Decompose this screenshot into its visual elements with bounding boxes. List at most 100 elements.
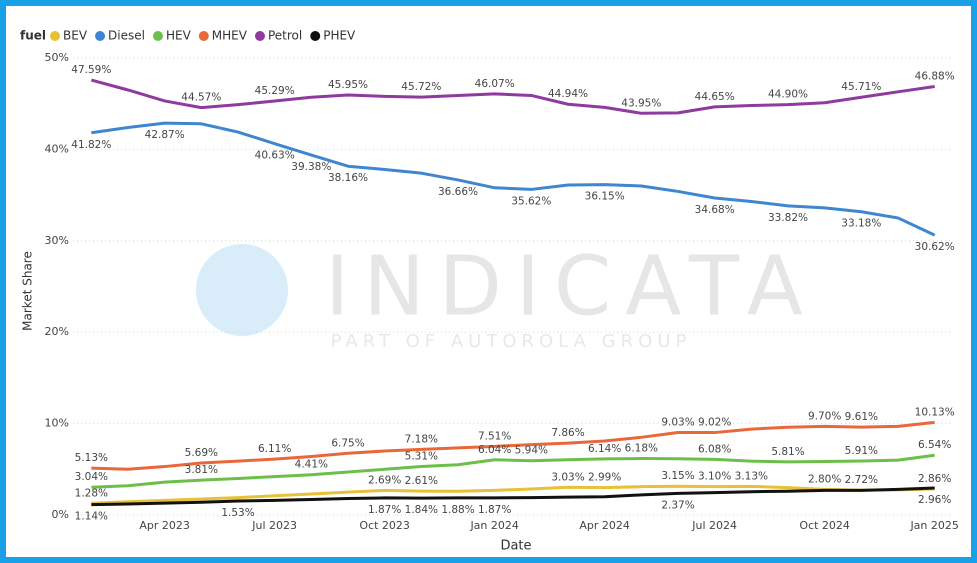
data-label: 5.94% [515,445,548,457]
data-label: 1.28% [75,487,108,499]
data-label: 44.94% [548,88,588,100]
data-label: 38.16% [328,172,368,184]
y-tick-label: 0% [52,508,69,521]
x-tick-label: Apr 2024 [579,519,630,532]
data-label: 1.14% [75,511,108,523]
data-label: 44.90% [768,89,808,101]
legend-label: HEV [166,29,192,43]
data-label: 35.62% [511,195,551,207]
data-label: 33.18% [841,218,881,230]
legend-marker [50,31,60,41]
data-label: 36.15% [585,191,625,203]
x-tick-label: Oct 2024 [799,519,850,532]
data-label: 3.15% [661,470,694,482]
legend-marker [95,31,106,41]
data-label: 3.13% [735,470,768,482]
data-label: 6.11% [258,443,291,455]
y-tick-label: 20% [45,325,69,338]
data-label: 2.37% [661,499,694,511]
y-tick-label: 40% [45,142,69,155]
data-label: 2.69% [368,474,401,486]
data-label: 5.69% [185,447,218,459]
data-label: 6.14% [588,443,621,455]
data-label: 42.87% [145,129,185,141]
data-label: 45.95% [328,79,368,91]
data-label: 6.18% [625,443,658,455]
data-label: 2.99% [588,472,621,484]
data-label: 40.63% [255,150,295,162]
data-label: 39.38% [291,161,331,173]
series-line [90,78,935,115]
data-label: 46.88% [915,71,955,83]
data-label: 5.31% [405,450,438,462]
legend-marker [152,31,163,41]
data-label: 45.29% [255,85,295,97]
legend-label: Diesel [108,29,145,43]
legend-label: MHEV [212,29,248,43]
data-label: 6.54% [918,439,951,451]
data-label: 3.81% [185,464,218,476]
data-label: 41.82% [71,139,111,151]
data-label: 45.71% [841,81,881,93]
data-label: 5.81% [771,446,804,458]
chart: fuel INDICATA PART OF AUTOROLA GROUP Dat… [20,29,959,554]
legend-marker [254,31,265,41]
data-label: 2.80% [808,473,841,485]
data-label: 45.72% [401,81,441,93]
y-tick-label: 10% [45,417,69,430]
data-label: 1.87% [478,504,511,516]
x-tick-label: Oct 2023 [359,519,410,532]
data-label: 1.53% [221,507,254,519]
data-label: 36.66% [438,186,478,198]
watermark-logo [196,244,288,336]
data-label: 44.57% [181,92,221,104]
data-label: 1.84% [405,504,438,516]
x-tick-label: Jan 2024 [469,519,518,532]
data-label: 9.61% [845,411,878,423]
data-label: 2.86% [918,473,951,485]
data-label: 6.08% [698,443,731,455]
legend-label: PHEV [323,29,356,43]
data-label: 47.59% [71,64,111,76]
watermark-sub: PART OF AUTOROLA GROUP [331,331,692,352]
data-label: 3.03% [551,471,584,483]
data-label: 2.72% [845,474,878,486]
x-tick-label: Jul 2024 [691,519,737,532]
legend-title: fuel [20,29,46,43]
y-tick-label: 30% [45,234,69,247]
y-tick-label: 50% [45,51,69,64]
data-label: 5.13% [75,452,108,464]
series-line [91,453,935,489]
data-label: 7.86% [551,427,584,439]
data-label: 5.91% [845,445,878,457]
y-axis-label: Market Share [21,251,35,331]
legend-marker [198,31,209,41]
watermark: INDICATA [325,239,817,334]
legend-label: BEV [63,29,88,43]
data-label: 9.03% [661,416,694,428]
data-label: 34.68% [695,204,735,216]
data-label: 1.88% [441,504,474,516]
data-label: 9.02% [698,417,731,429]
data-label: 9.70% [808,410,841,422]
data-label: 43.95% [621,97,661,109]
data-label: 10.13% [915,406,955,418]
series-line [91,486,935,507]
series-line [91,121,936,237]
legend-marker [310,31,321,41]
x-tick-label: Jan 2025 [909,519,958,532]
data-label: 2.61% [405,475,438,487]
x-tick-label: Jul 2023 [251,519,297,532]
data-label: 46.07% [475,78,515,90]
data-label: 7.51% [478,430,511,442]
data-label: 6.04% [478,444,511,456]
data-label: 7.18% [405,433,438,445]
data-label: 33.82% [768,212,808,224]
data-label: 44.65% [695,91,735,103]
data-label: 2.96% [918,494,951,506]
series-line [91,484,935,505]
series-line [91,420,935,471]
data-label: 6.75% [331,437,364,449]
x-tick-label: Apr 2023 [139,519,190,532]
